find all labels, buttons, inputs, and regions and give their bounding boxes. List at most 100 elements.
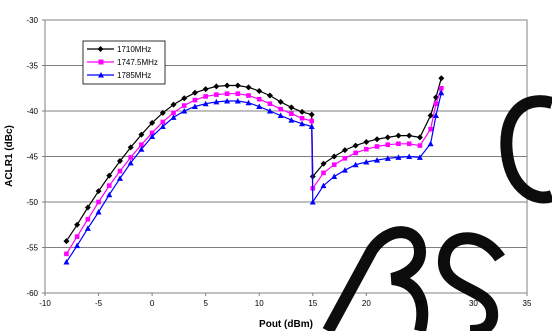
data-point (427, 112, 434, 119)
data-point (245, 99, 252, 106)
data-point (85, 216, 91, 222)
y-axis-title: ACLR1 (dBc) (4, 125, 15, 187)
data-point (95, 188, 102, 195)
x-tick-label: 15 (308, 299, 317, 308)
legend: 1710MHz 1747.5MHz 1785MHz (82, 40, 166, 85)
data-point (266, 108, 273, 114)
data-point (363, 138, 370, 145)
data-point (428, 126, 433, 132)
legend-entry-1710: 1710MHz (87, 45, 151, 54)
data-point (352, 142, 359, 149)
data-point (149, 133, 156, 139)
y-tick-label: -60 (26, 289, 38, 298)
data-point (278, 106, 283, 112)
data-point (433, 101, 439, 107)
data-point (191, 103, 198, 109)
data-point (234, 97, 241, 104)
data-point (299, 115, 305, 121)
data-point (170, 101, 177, 108)
data-point (352, 161, 359, 168)
data-point (288, 104, 295, 111)
data-point (331, 162, 337, 167)
data-point (138, 131, 145, 138)
legend-label-1747: 1747.5MHz (117, 58, 158, 67)
x-tick-label: -5 (95, 299, 103, 308)
data-point (138, 146, 145, 152)
data-point (256, 96, 262, 102)
x-tick-label: 20 (362, 299, 371, 308)
data-point (170, 114, 177, 120)
y-tick-label: -40 (26, 107, 38, 116)
legend-label-1785: 1785MHz (117, 71, 151, 80)
watermark-stroke-c (500, 95, 552, 204)
data-point (331, 153, 338, 160)
data-point (417, 143, 423, 148)
data-point (84, 225, 91, 231)
data-point (224, 97, 231, 104)
data-point (74, 234, 80, 239)
data-point (256, 87, 263, 94)
data-point (439, 85, 444, 91)
data-point (159, 109, 166, 116)
x-tick-label: 5 (203, 299, 208, 308)
data-point (438, 75, 445, 82)
data-point (181, 103, 187, 108)
data-point (364, 146, 369, 152)
data-point (363, 158, 370, 165)
x-tick-label: 30 (469, 299, 478, 308)
series-lines (63, 75, 445, 265)
data-point (127, 159, 134, 166)
legend-marker-diamond (97, 46, 104, 52)
data-point (308, 111, 315, 118)
y-tick-label: -55 (26, 244, 38, 253)
data-point (416, 154, 423, 160)
y-tick-label: -50 (26, 198, 38, 207)
data-point (341, 147, 348, 154)
data-point (432, 112, 439, 119)
data-point (181, 95, 188, 102)
data-point (203, 94, 208, 99)
x-tick-label: 35 (523, 299, 532, 308)
data-point (74, 242, 81, 249)
data-point (277, 112, 284, 119)
data-point (374, 157, 381, 163)
data-point (160, 119, 166, 125)
data-point (149, 130, 155, 136)
data-point (266, 92, 273, 99)
data-point (213, 83, 220, 90)
data-point (385, 142, 391, 147)
data-point (320, 182, 327, 189)
data-point (256, 103, 263, 109)
data-point (321, 170, 326, 176)
data-point (106, 183, 112, 188)
data-point (224, 91, 230, 97)
data-point (289, 111, 294, 117)
data-point (139, 142, 144, 147)
data-point (96, 199, 101, 205)
data-point (395, 132, 402, 139)
x-tick-label: 0 (150, 299, 155, 308)
data-point (245, 84, 252, 91)
legend-entry-1785: 1785MHz (87, 71, 151, 80)
data-point (106, 172, 113, 179)
data-point (288, 117, 295, 123)
data-point (320, 160, 327, 167)
data-point (84, 204, 91, 211)
data-point (74, 221, 81, 228)
data-point (438, 89, 445, 96)
watermark-stroke-s (438, 232, 505, 331)
data-point (202, 100, 209, 107)
data-point (374, 144, 380, 149)
data-point (309, 199, 316, 205)
data-point (192, 97, 198, 103)
data-point (406, 141, 412, 147)
x-tick-label: 10 (255, 299, 264, 308)
data-point (63, 238, 70, 245)
data-point (395, 154, 402, 160)
data-point (384, 155, 391, 161)
data-point (117, 168, 123, 174)
data-point (149, 119, 156, 126)
data-point (224, 82, 231, 89)
legend-marker-triangle (98, 72, 104, 78)
